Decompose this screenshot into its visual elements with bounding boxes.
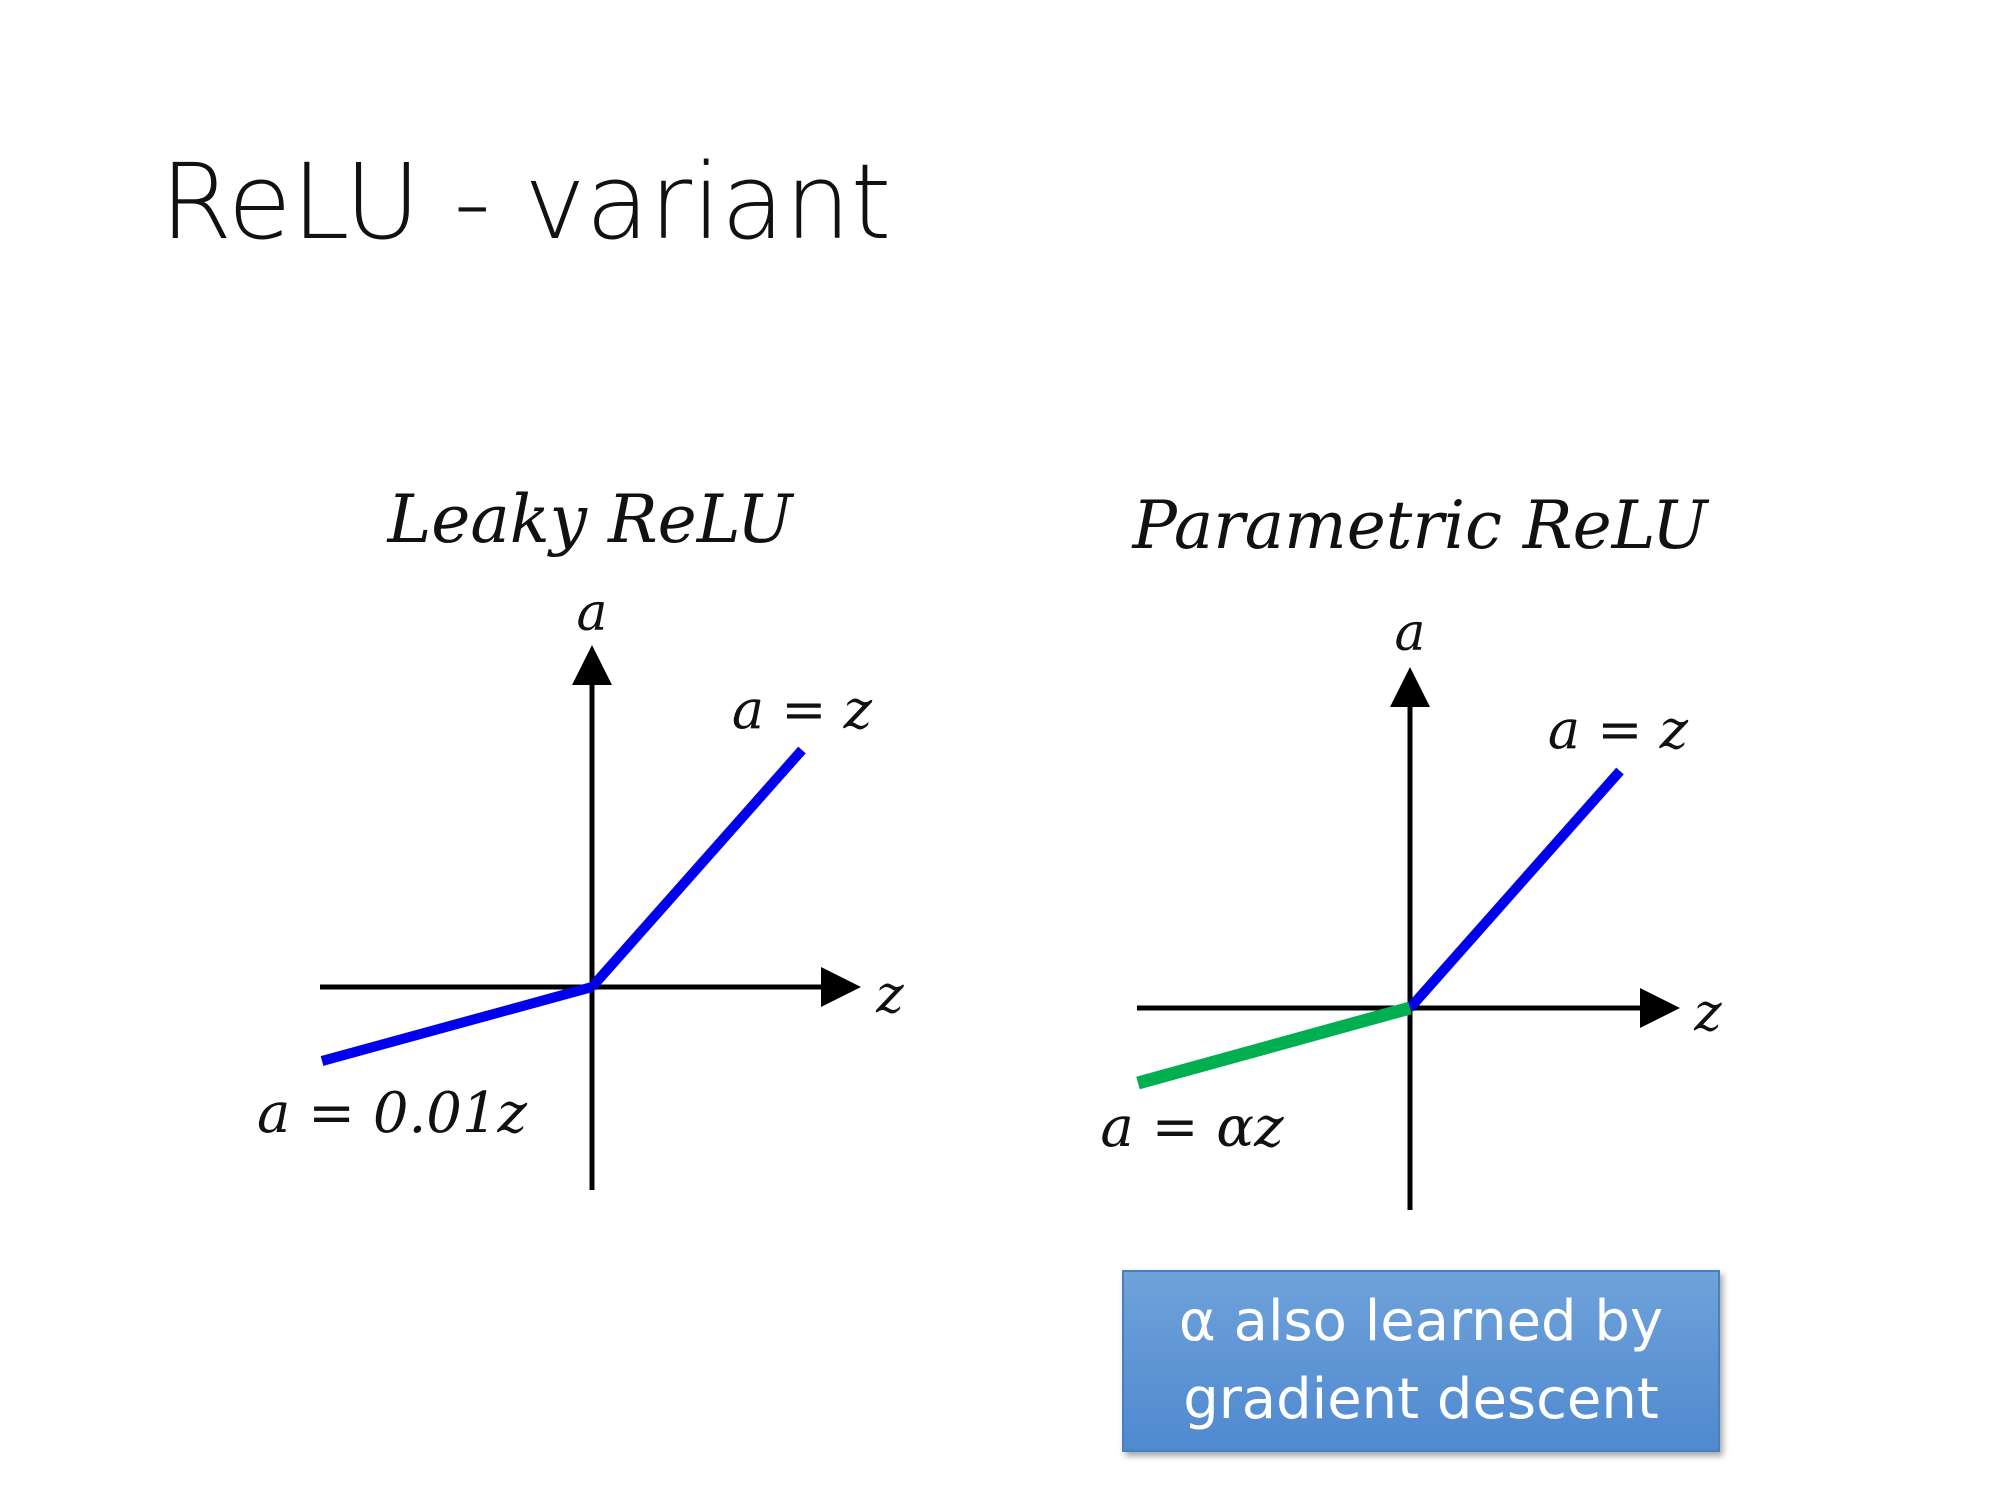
leaky-relu-title: Leaky ReLU [386, 481, 794, 558]
parametric-relu-diagram: Parametric ReLU a z a = z a = αz [1100, 487, 1722, 1210]
parametric-negative-line [1136, 1001, 1412, 1090]
leaky-negative-label: a = 0.01z [257, 1081, 528, 1146]
parametric-positive-label: a = z [1548, 698, 1689, 761]
leaky-positive-line [588, 746, 806, 991]
leaky-a-axis-label: a [576, 583, 607, 643]
callout-text: α also learned by gradient descent [1178, 1289, 1664, 1432]
leaky-relu-diagram: Leaky ReLU a z a = z a = 0.01z [257, 481, 904, 1190]
parametric-z-axis-label: z [1693, 983, 1722, 1043]
leaky-z-axis-label: z [875, 965, 904, 1025]
slide-title: ReLU - variant [160, 141, 892, 263]
parametric-a-axis-label: a [1394, 603, 1425, 663]
parametric-positive-line [1406, 767, 1624, 1012]
parametric-relu-title: Parametric ReLU [1131, 487, 1709, 564]
leaky-negative-line [320, 982, 594, 1066]
leaky-positive-label: a = z [732, 678, 873, 741]
parametric-negative-label: a = αz [1100, 1095, 1284, 1160]
callout-box: α also learned by gradient descent [1122, 1270, 1720, 1452]
